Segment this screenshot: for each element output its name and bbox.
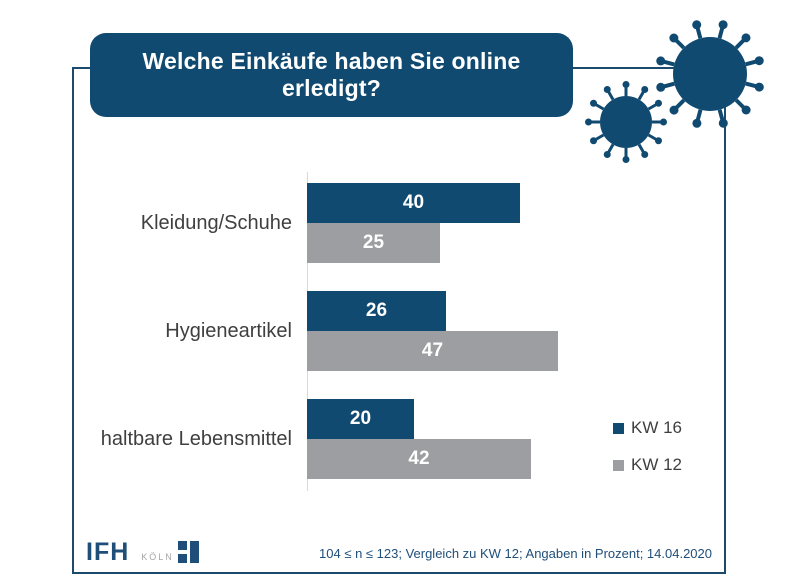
bar-kw12: 25 [307, 223, 440, 263]
ifh-logo-mark-icon [177, 541, 199, 563]
legend-item-kw12: KW 12 [613, 454, 682, 476]
logo-text: IFH [86, 538, 130, 566]
category-label: haltbare Lebensmittel [100, 427, 292, 450]
category-label: Hygieneartikel [165, 319, 292, 342]
bar-value-label: 26 [365, 300, 388, 321]
title-banner: Welche Einkäufe haben Sie online erledig… [90, 33, 573, 117]
bar-value-label: 42 [408, 448, 430, 469]
bar-kw12: 42 [307, 439, 531, 479]
legend-swatch-kw16 [613, 422, 624, 434]
bar-value-label: 25 [362, 232, 385, 253]
bar-value-label: 20 [349, 408, 372, 429]
category-label: Kleidung/Schuhe [140, 211, 292, 234]
legend-label: KW 16 [631, 418, 683, 437]
coronavirus-icon-small [585, 81, 667, 163]
bar-kw16: 40 [307, 183, 520, 223]
legend-swatch-kw12 [613, 459, 624, 471]
legend-item-kw16: KW 16 [613, 417, 682, 439]
bar-kw16: 26 [307, 291, 446, 331]
legend: KW 16 KW 12 [613, 417, 682, 491]
bar-chart: Kleidung/Schuhe 40 25 Hygieneartikel 26 … [80, 183, 640, 507]
bar-kw16: 20 [307, 399, 414, 439]
coronavirus-icon-large [656, 20, 764, 128]
chart-row-lebensmittel: haltbare Lebensmittel 20 42 [80, 399, 640, 479]
footnote: 104 ≤ n ≤ 123; Vergleich zu KW 12; Angab… [319, 546, 712, 561]
chart-row-kleidung: Kleidung/Schuhe 40 25 [80, 183, 640, 263]
bar-value-label: 40 [402, 192, 425, 213]
logo-subtext: KÖLN [141, 552, 174, 562]
bar-value-label: 47 [421, 340, 444, 361]
bar-kw12: 47 [307, 331, 558, 371]
ifh-logo: IFH KÖLN [86, 538, 199, 566]
page-title: Welche Einkäufe haben Sie online erledig… [142, 48, 521, 101]
chart-row-hygieneartikel: Hygieneartikel 26 47 [80, 291, 640, 371]
legend-label: KW 12 [631, 455, 683, 474]
